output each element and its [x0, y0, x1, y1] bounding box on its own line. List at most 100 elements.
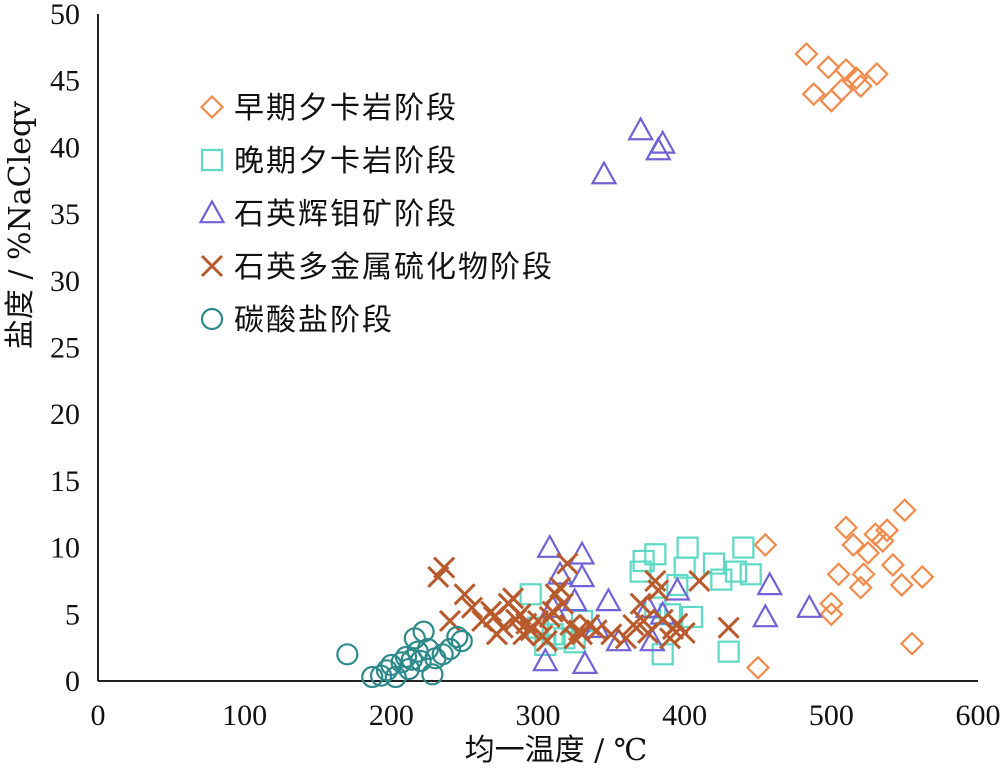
y-tick-label: 0	[65, 665, 80, 698]
data-point	[864, 61, 889, 87]
legend-marker	[200, 148, 224, 172]
data-point	[673, 621, 696, 645]
data-point	[384, 665, 407, 689]
data-point	[585, 619, 608, 642]
data-point	[431, 643, 454, 666]
y-tick-label: 45	[50, 65, 80, 98]
data-point	[841, 532, 866, 557]
series-5	[336, 620, 473, 689]
data-point	[756, 571, 784, 596]
data-point	[739, 563, 762, 586]
data-point	[627, 116, 655, 141]
plot-area: 0 100 200 300 400 500 600 0 5 10 15 20 25 30 35 40 45 50	[50, 0, 1000, 732]
data-point	[361, 665, 384, 689]
y-tick-label: 25	[50, 332, 80, 365]
data-point	[446, 625, 469, 649]
legend-marker	[200, 254, 224, 278]
data-point	[794, 41, 819, 67]
data-point	[438, 637, 462, 661]
data-point	[855, 540, 881, 565]
data-point	[702, 552, 726, 575]
y-axis-ticks: 0 5 10 15 20 25 30 35 40 45 50	[50, 0, 80, 698]
x-tick-label: 100	[222, 699, 267, 732]
data-point	[629, 592, 652, 615]
data-point	[632, 609, 655, 633]
data-point	[649, 129, 677, 154]
data-point	[801, 81, 826, 107]
data-point	[568, 540, 596, 565]
legend-marker	[200, 307, 224, 331]
y-tick-label: 30	[50, 265, 80, 298]
legend-item-5: 碳酸盐阶段	[200, 303, 394, 338]
legend-label: 碳酸盐阶段	[234, 303, 394, 338]
data-point	[397, 657, 421, 681]
data-point	[663, 576, 691, 601]
data-point	[751, 603, 779, 628]
series-3	[531, 116, 823, 674]
data-point	[546, 560, 574, 585]
series-1	[745, 41, 935, 680]
data-point	[819, 591, 844, 616]
legend-item-1: 早期夕卡岩阶段	[199, 91, 456, 126]
data-point	[647, 579, 670, 602]
x-tick-label: 500	[809, 699, 854, 732]
data-point	[526, 609, 550, 633]
data-point	[833, 57, 859, 83]
data-point	[851, 562, 876, 587]
data-point	[639, 627, 666, 652]
data-point	[819, 602, 844, 627]
x-axis-ticks: 0 100 200 300 400 500 600	[91, 699, 1000, 732]
data-point	[899, 631, 925, 656]
y-tick-label: 15	[50, 465, 80, 498]
data-point	[666, 573, 689, 597]
data-point	[595, 587, 622, 612]
y-tick-label: 5	[65, 598, 80, 631]
y-tick-label: 50	[50, 0, 80, 31]
series-4	[427, 552, 740, 653]
data-point	[844, 65, 869, 91]
data-point	[614, 627, 638, 650]
data-point	[795, 593, 823, 618]
data-point	[412, 620, 435, 643]
legend-marker	[198, 199, 226, 224]
x-tick-label: 600	[956, 699, 1000, 732]
data-point	[531, 647, 559, 672]
x-tick-label: 200	[369, 699, 414, 732]
x-tick-label: 0	[91, 699, 106, 732]
data-point	[409, 649, 432, 673]
y-tick-label: 35	[50, 198, 80, 231]
data-point	[848, 575, 873, 600]
data-point	[732, 536, 755, 559]
data-point	[551, 592, 574, 615]
legend-item-3: 石英辉钼矿阶段	[198, 197, 458, 232]
data-point	[688, 569, 711, 593]
data-point	[892, 498, 917, 523]
data-point	[826, 562, 851, 587]
data-point	[600, 623, 623, 646]
data-point	[875, 518, 900, 543]
data-point	[753, 532, 778, 557]
x-axis-title: 均一温度 / ℃	[465, 733, 648, 768]
data-point	[502, 587, 525, 610]
data-point	[541, 600, 564, 623]
data-points	[336, 41, 935, 689]
data-point	[336, 643, 359, 666]
legend-label: 石英多金属硫化物阶段	[234, 250, 554, 285]
legend-marker	[199, 94, 225, 120]
data-point	[535, 629, 558, 653]
data-point	[590, 160, 618, 185]
data-point	[833, 515, 859, 540]
legend-label: 晚期夕卡岩阶段	[234, 144, 458, 179]
data-point	[724, 560, 748, 583]
y-tick-label: 40	[50, 131, 80, 164]
data-point	[910, 564, 935, 590]
data-point	[676, 536, 699, 559]
data-point	[829, 77, 854, 103]
data-point	[561, 587, 589, 612]
data-point	[556, 552, 579, 575]
data-point	[450, 629, 473, 653]
y-tick-label: 20	[50, 398, 80, 431]
data-point	[568, 563, 596, 588]
legend-label: 石英辉钼矿阶段	[234, 197, 458, 232]
